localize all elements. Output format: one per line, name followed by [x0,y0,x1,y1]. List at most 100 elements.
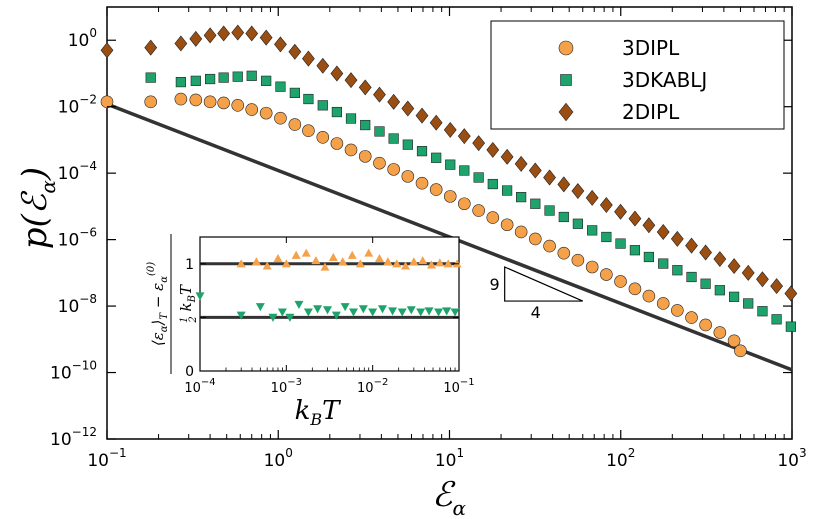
data-point-2DIPL [288,43,302,60]
inset-data-point-3DKABLJ [388,307,398,316]
data-point-2DIPL [656,223,670,240]
data-point-2DIPL [100,42,114,59]
data-point-3DIPL [189,93,203,107]
data-point-2DIPL [217,25,231,42]
inset-data-point-3DKABLJ [434,308,444,317]
slope-triangle-shape [504,266,583,302]
data-point-3DKABLJ [205,73,216,85]
data-point-3DIPL [245,103,259,116]
series-3DKABLJ [145,70,796,332]
legend-box [490,20,785,130]
data-point-2DIPL [330,65,344,82]
data-point-3DIPL [500,218,514,232]
data-point-3DIPL [302,124,315,137]
data-point-3DKABLJ [516,192,527,203]
data-point-3DIPL [600,268,613,281]
data-point-2DIPL [486,141,500,158]
inset-series-3DKABLJ [195,292,460,322]
inset-data-point-3DIPL [364,248,374,257]
inset-data-point-3DKABLJ [397,308,407,317]
data-point-2DIPL [373,86,386,103]
inset-axis-labels: kBT ⟨εα⟩T − εα(0) 12 kBT [146,234,341,429]
data-point-3DIPL [713,326,727,339]
inset-data-point-3DKABLJ [195,292,205,301]
y-tick-label: 100 [68,26,97,51]
data-point-2DIPL [429,114,443,131]
inset-data-point-3DKABLJ [349,308,359,317]
inset-y-tick-label: 1 [185,257,194,273]
data-point-3DKABLJ [530,198,541,209]
data-point-2DIPL [344,72,358,89]
data-point-3DIPL [472,204,485,217]
inset-data-point-3DKABLJ [424,307,434,316]
inset-data-point-3DKABLJ [236,311,246,320]
inset-data-point-3DIPL [375,253,385,263]
inset-data-point-3DIPL [383,257,393,266]
data-point-3DIPL [685,311,698,324]
x-tick-label: 103 [777,446,806,471]
legend-marker-circle [558,40,574,56]
legend-marker-square [560,74,572,86]
inset-data-point-3DIPL [418,256,428,265]
legend-marker-diamond [558,102,574,122]
inset-data-point-3DIPL [311,256,321,265]
data-point-3DIPL [259,106,273,120]
slope-horizontal-label: 4 [531,303,541,322]
inset-data-point-3DIPL [409,257,419,266]
data-point-3DIPL [699,318,712,332]
data-point-3DKABLJ [190,75,201,86]
inset-plot-area [199,236,460,372]
legend-label: 3DKABLJ [622,68,707,92]
data-point-3DKABLJ [473,172,484,183]
data-point-2DIPL [472,135,486,152]
data-point-3DKABLJ [360,119,371,131]
data-point-2DIPL [443,121,457,138]
inset-data-point-3DKABLJ [313,305,323,314]
data-point-3DKABLJ [785,321,796,332]
inset-data-point-3DKABLJ [277,308,287,317]
data-point-2DIPL [316,57,330,74]
data-point-2DIPL [500,148,514,165]
data-point-3DKABLJ [388,133,399,144]
data-point-3DKABLJ [317,100,328,111]
inset-data-point-3DKABLJ [358,305,368,314]
data-point-3DIPL [727,334,741,348]
data-point-3DKABLJ [459,165,470,176]
y-tick-label: 10−2 [58,93,97,118]
inset-data-point-3DIPL [443,259,453,268]
inset-x-tick-label: 10−1 [443,377,474,396]
inset-data-point-3DKABLJ [303,308,313,317]
data-point-3DIPL [734,344,747,358]
data-point-3DKABLJ [544,205,555,216]
inset-x-axis-label: kBT [295,396,342,429]
x-tick-label: 101 [435,446,464,471]
inset-data-point-3DIPL [236,259,246,268]
data-point-3DIPL [628,282,642,296]
data-point-3DKABLJ [218,72,229,83]
legend-entry-3DKABLJ: 3DKABLJ [560,68,707,92]
inset-data-point-3DKABLJ [331,311,341,320]
data-point-3DIPL [486,211,500,224]
legend: 3DIPL 3DKABLJ 2DIPL [558,36,707,124]
data-point-3DKABLJ [771,314,782,325]
data-point-3DKABLJ [502,185,513,196]
data-point-3DKABLJ [345,113,357,124]
inset-axis-ticks: 10−4 10−3 10−2 10−1 0 1 [184,237,475,396]
data-point-2DIPL [174,35,188,52]
data-point-3DKABLJ [629,245,641,256]
data-point-2DIPL [599,197,613,213]
main-series-group [100,24,798,358]
data-point-3DKABLJ [558,211,569,223]
data-point-3DKABLJ [232,71,243,82]
data-point-3DIPL [387,163,400,176]
data-point-2DIPL [741,264,755,281]
data-point-3DIPL [429,183,443,196]
data-point-2DIPL [457,128,471,145]
data-point-3DIPL [642,289,656,303]
data-point-2DIPL [727,258,741,275]
data-point-2DIPL [670,230,684,247]
data-point-3DKABLJ [615,238,626,249]
inset-x-tick-label: 10−4 [184,377,215,396]
inset-data-point-3DIPL [435,258,445,267]
inset-data-point-3DIPL [347,250,357,259]
